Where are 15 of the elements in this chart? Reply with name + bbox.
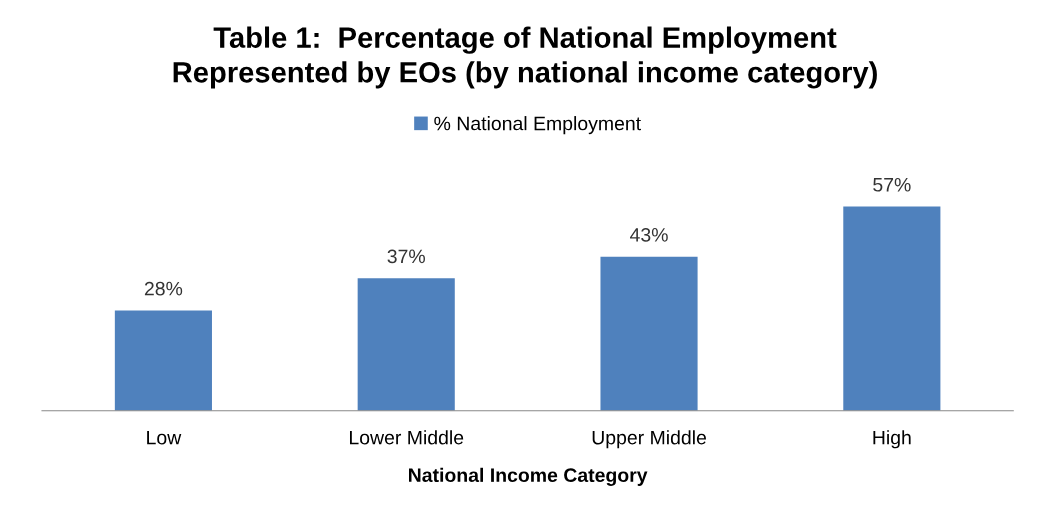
data-label: 28% (144, 281, 183, 296)
chart-title: Table 1: Percentage of National Employment Represented by EOs (by national income category) (173, 26, 877, 89)
x-tick-label: Upper Middle (592, 430, 706, 449)
bar (357, 278, 455, 411)
x-axis-title: National Income Category (409, 467, 648, 486)
x-tick-label: Lower Middle (350, 430, 464, 445)
data-label: 43% (630, 228, 668, 242)
data-label: 57% (873, 177, 911, 192)
legend-label: % National Employment (434, 116, 641, 135)
x-tick-label: High (873, 430, 911, 449)
bar (114, 310, 212, 411)
bar (600, 256, 698, 411)
bar (843, 206, 941, 411)
data-label: 37% (387, 249, 425, 264)
x-tick-label: Low (147, 430, 182, 445)
